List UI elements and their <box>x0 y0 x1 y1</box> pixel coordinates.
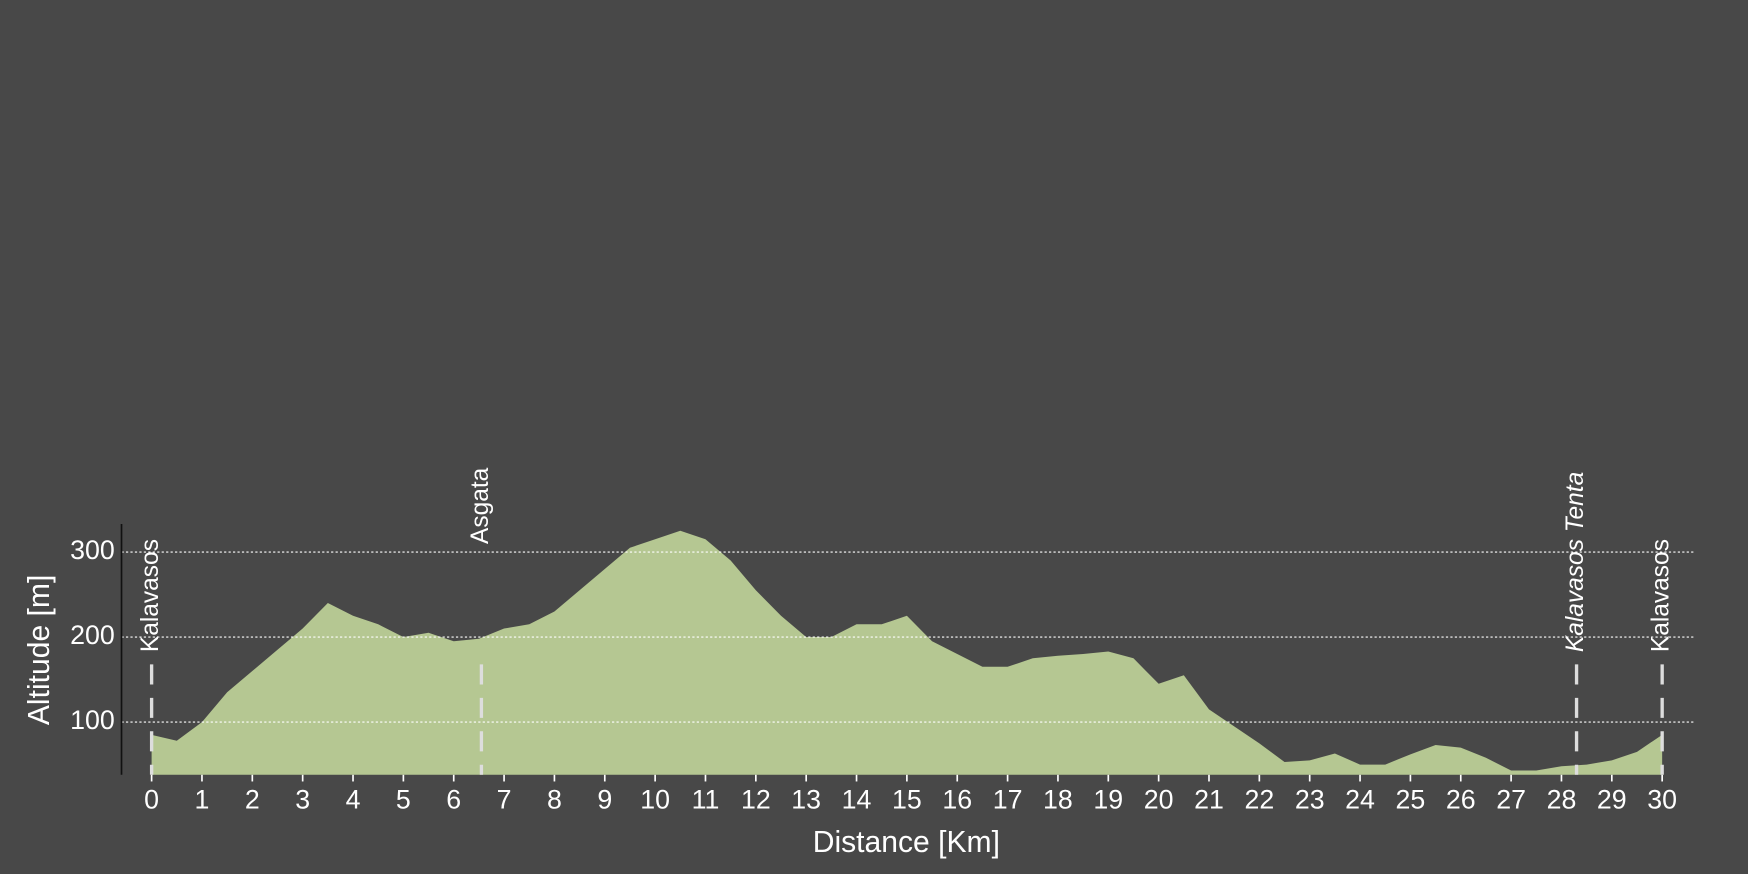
x-tick-label: 1 <box>195 785 210 815</box>
x-tick-label: 20 <box>1144 785 1174 815</box>
x-tick-label: 2 <box>245 785 260 815</box>
x-tick-label: 0 <box>144 785 159 815</box>
x-tick-label: 23 <box>1295 785 1325 815</box>
x-tick-label: 15 <box>892 785 922 815</box>
x-tick-label: 27 <box>1496 785 1526 815</box>
elevation-area <box>151 530 1663 775</box>
x-tick-label: 6 <box>446 785 461 815</box>
x-tick-label: 5 <box>396 785 411 815</box>
y-axis-label: Altitude [m] <box>23 575 56 725</box>
x-tick-label: 26 <box>1446 785 1476 815</box>
y-tick-label: 300 <box>70 535 115 565</box>
x-tick-label: 17 <box>993 785 1023 815</box>
x-tick-label: 30 <box>1647 785 1677 815</box>
x-tick-label: 16 <box>942 785 972 815</box>
x-tick-label: 4 <box>346 785 361 815</box>
x-tick-label: 29 <box>1597 785 1627 815</box>
x-tick-label: 25 <box>1396 785 1426 815</box>
x-tick-label: 18 <box>1043 785 1073 815</box>
x-tick-label: 21 <box>1194 785 1224 815</box>
x-tick-label: 19 <box>1093 785 1123 815</box>
x-tick-label: 11 <box>692 785 720 815</box>
x-tick-label: 28 <box>1547 785 1577 815</box>
waypoint-label: Kalavasos <box>137 539 164 652</box>
x-tick-label: 7 <box>497 785 512 815</box>
x-tick-label: 8 <box>547 785 562 815</box>
waypoint-label: Kalavasos <box>1648 539 1675 652</box>
x-tick-label: 10 <box>640 785 670 815</box>
y-tick-label: 100 <box>70 705 115 735</box>
x-tick-label: 22 <box>1244 785 1274 815</box>
waypoint-label: Kalavasos Tenta <box>1562 472 1589 652</box>
x-tick-label: 14 <box>842 785 872 815</box>
x-tick-label: 3 <box>295 785 310 815</box>
x-tick-label: 24 <box>1345 785 1375 815</box>
x-tick-label: 12 <box>741 785 771 815</box>
x-tick-label: 9 <box>597 785 612 815</box>
x-axis-label: Distance [Km] <box>813 826 1000 859</box>
waypoint-label: Asgata <box>467 467 494 544</box>
y-tick-label: 200 <box>70 620 115 650</box>
x-tick-label: 13 <box>791 785 821 815</box>
